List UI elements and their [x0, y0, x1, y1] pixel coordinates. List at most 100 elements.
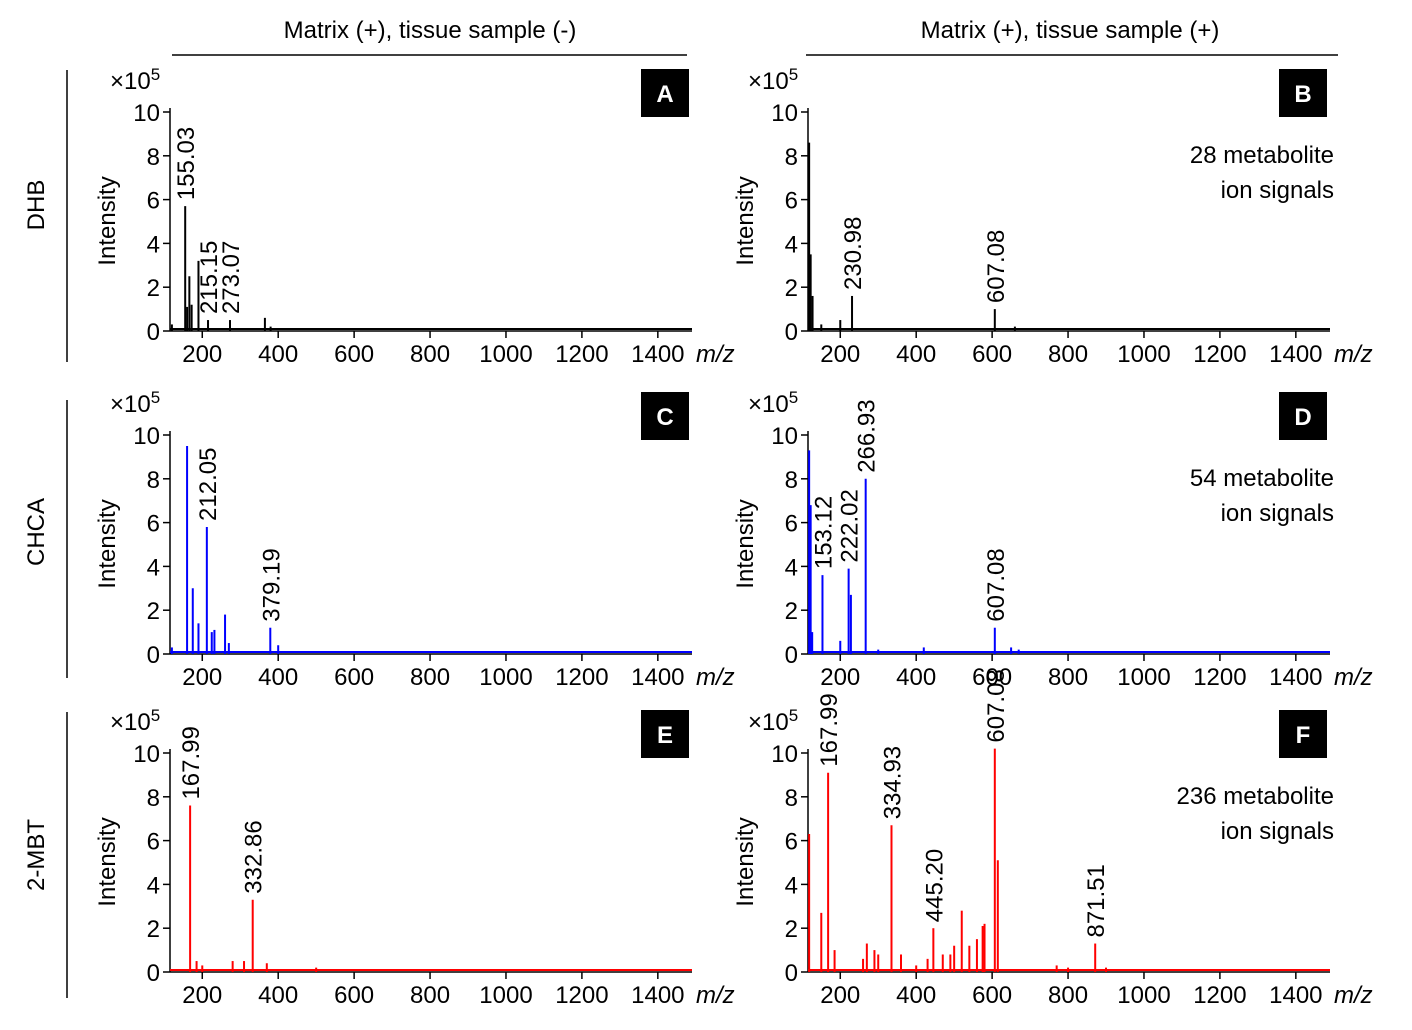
x-tick-label: 1200: [1193, 982, 1246, 1009]
peak-label: 167.99: [178, 726, 205, 799]
panel-badge: [641, 69, 689, 117]
x-tick-label: 400: [258, 341, 298, 368]
y-tick-label: 2: [785, 916, 798, 943]
peak-label: 273.07: [218, 241, 245, 314]
peak-label: 445.20: [921, 849, 948, 922]
y-tick-label: 2: [785, 275, 798, 302]
x-tick-label: 600: [972, 982, 1012, 1009]
x-tick-label: 800: [410, 664, 450, 691]
peak-label: 155.03: [173, 127, 200, 200]
x-tick-label: 800: [1048, 982, 1088, 1009]
peak-label: 607.08: [983, 548, 1010, 621]
y-scale-base: ×10: [110, 391, 151, 418]
x-tick-label: 1000: [1117, 982, 1170, 1009]
x-tick-label: 1200: [555, 982, 608, 1009]
x-tick-label: 1400: [631, 982, 684, 1009]
y-tick-label: 6: [147, 511, 160, 538]
note: ion signals: [1221, 818, 1334, 845]
peak-label: 607.08: [983, 230, 1010, 303]
x-tick-label: 600: [334, 341, 374, 368]
y-scale-base: ×10: [748, 68, 789, 95]
y-scale-exponent: 5: [789, 388, 798, 407]
peak-label: 222.02: [837, 489, 864, 562]
y-tick-label: 0: [147, 319, 160, 346]
panel-letter: F: [1296, 722, 1311, 749]
x-tick-label: 1400: [1269, 341, 1322, 368]
y-tick-label: 4: [785, 872, 798, 899]
row-label: 2-MBT: [23, 819, 50, 891]
y-tick-label: 6: [147, 829, 160, 856]
x-axis-label: m/z: [1334, 341, 1373, 368]
y-tick-label: 2: [147, 598, 160, 625]
x-tick-label: 200: [182, 982, 222, 1009]
y-tick-label: 8: [785, 144, 798, 171]
x-tick-label: 200: [820, 341, 860, 368]
y-tick-label: 0: [785, 642, 798, 669]
x-tick-label: 400: [896, 341, 936, 368]
panel-badge: [641, 392, 689, 440]
y-tick-label: 10: [771, 423, 798, 450]
x-tick-label: 1400: [631, 341, 684, 368]
y-scale-base: ×10: [748, 391, 789, 418]
peak-label: 266.93: [854, 399, 881, 472]
y-scale: ×105: [748, 65, 798, 95]
y-tick-label: 10: [133, 423, 160, 450]
peak-label: 230.98: [840, 217, 867, 290]
peak-label: 212.05: [195, 448, 222, 521]
y-tick-label: 2: [147, 916, 160, 943]
peak-label: 379.19: [258, 548, 285, 621]
y-scale: ×105: [110, 388, 160, 418]
peak-label: 215.15: [196, 241, 223, 314]
note: ion signals: [1221, 177, 1334, 204]
y-tick-label: 0: [785, 319, 798, 346]
y-tick-label: 0: [785, 960, 798, 987]
row-label: DHB: [23, 180, 50, 231]
y-axis-label: Intensity: [94, 499, 121, 588]
x-tick-label: 1400: [1269, 982, 1322, 1009]
x-tick-label: 1200: [555, 664, 608, 691]
y-scale-exponent: 5: [789, 65, 798, 84]
x-tick-label: 800: [410, 341, 450, 368]
y-tick-label: 4: [147, 231, 160, 258]
x-axis-label: m/z: [696, 664, 735, 691]
x-axis-label: m/z: [1334, 664, 1373, 691]
x-tick-label: 400: [896, 982, 936, 1009]
y-tick-label: 2: [785, 598, 798, 625]
panel-badge: [1279, 392, 1327, 440]
y-tick-label: 6: [785, 829, 798, 856]
y-axis-label: Intensity: [94, 176, 121, 265]
note: 28 metabolite: [1190, 142, 1334, 169]
y-tick-label: 8: [147, 785, 160, 812]
y-tick-label: 4: [147, 554, 160, 581]
y-axis-label: Intensity: [732, 817, 759, 906]
x-tick-label: 1000: [479, 341, 532, 368]
x-tick-label: 1400: [1269, 664, 1322, 691]
peak-label: 871.51: [1083, 864, 1110, 937]
y-axis-label: Intensity: [94, 817, 121, 906]
y-tick-label: 8: [147, 144, 160, 171]
y-scale-exponent: 5: [151, 706, 160, 725]
x-tick-label: 1200: [1193, 664, 1246, 691]
row-label: CHCA: [23, 498, 50, 566]
panel-letter: B: [1294, 81, 1311, 108]
x-tick-label: 1000: [479, 982, 532, 1009]
y-tick-label: 6: [785, 188, 798, 215]
y-tick-label: 10: [133, 741, 160, 768]
panel-badge: [1279, 69, 1327, 117]
y-scale-base: ×10: [110, 709, 151, 736]
x-tick-label: 600: [334, 982, 374, 1009]
panel-badge: [1279, 710, 1327, 758]
x-tick-label: 200: [820, 982, 860, 1009]
y-scale-base: ×10: [110, 68, 151, 95]
y-tick-label: 0: [147, 960, 160, 987]
x-tick-label: 400: [258, 664, 298, 691]
x-axis-label: m/z: [696, 982, 735, 1009]
y-scale: ×105: [748, 706, 798, 736]
x-tick-label: 400: [896, 664, 936, 691]
y-scale: ×105: [748, 388, 798, 418]
y-scale-exponent: 5: [789, 706, 798, 725]
y-tick-label: 10: [771, 741, 798, 768]
x-axis-label: m/z: [1334, 982, 1373, 1009]
x-tick-label: 800: [1048, 664, 1088, 691]
